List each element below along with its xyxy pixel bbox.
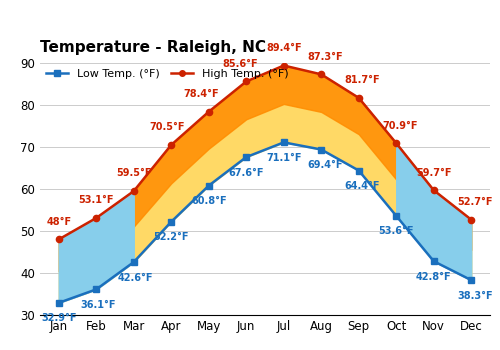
Text: 42.8°F: 42.8°F [416,272,452,282]
Text: 70.5°F: 70.5°F [150,122,185,132]
Text: 38.3°F: 38.3°F [457,290,493,301]
Text: 32.9°F: 32.9°F [41,313,76,323]
Text: 70.9°F: 70.9°F [382,121,418,131]
Text: 89.4°F: 89.4°F [266,43,302,53]
Text: 48°F: 48°F [46,217,72,227]
Text: 59.7°F: 59.7°F [416,168,452,178]
Text: 53.6°F: 53.6°F [378,226,414,236]
Text: 87.3°F: 87.3°F [307,52,343,62]
Text: 81.7°F: 81.7°F [344,75,380,85]
Text: 52.2°F: 52.2°F [154,232,189,242]
Text: 60.8°F: 60.8°F [191,196,226,206]
Text: 42.6°F: 42.6°F [118,273,154,282]
Text: 59.5°F: 59.5°F [116,168,152,178]
Text: 78.4°F: 78.4°F [184,89,219,99]
Text: 36.1°F: 36.1°F [80,300,116,310]
Text: 67.6°F: 67.6°F [228,168,264,177]
Text: 85.6°F: 85.6°F [223,59,258,69]
Legend: Low Temp. (°F), High Temp. (°F): Low Temp. (°F), High Temp. (°F) [46,69,288,78]
Text: 52.7°F: 52.7°F [457,197,493,207]
Text: 53.1°F: 53.1°F [78,195,114,205]
Text: 64.4°F: 64.4°F [345,181,380,191]
Text: 71.1°F: 71.1°F [266,153,302,163]
Text: 69.4°F: 69.4°F [307,160,343,170]
Text: Temperature - Raleigh, NC: Temperature - Raleigh, NC [40,40,266,55]
